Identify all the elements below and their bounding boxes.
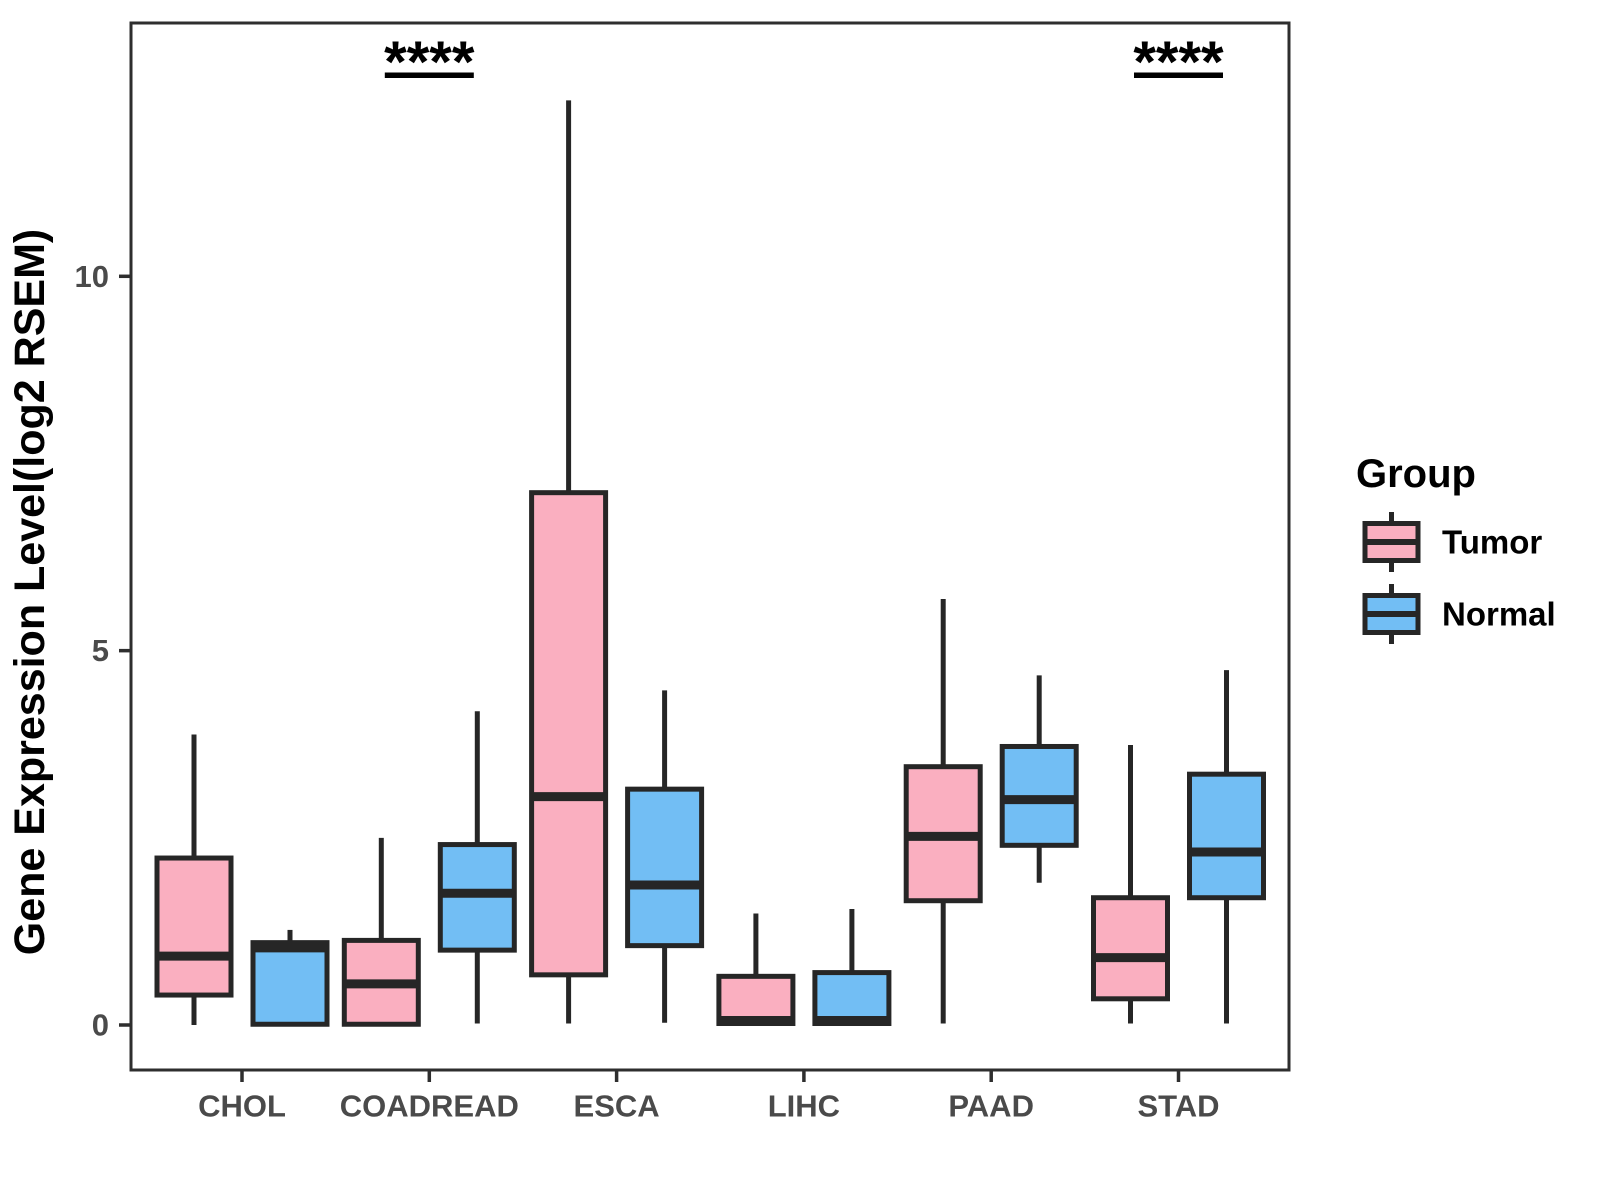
box-normal-esca (625, 690, 705, 1023)
iqr-box (625, 786, 705, 949)
iqr-box (1187, 771, 1266, 901)
iqr-box (812, 970, 892, 1027)
box-tumor-stad (1091, 744, 1170, 1024)
box-tumor-paad (903, 598, 983, 1024)
box-normal-paad (999, 675, 1079, 883)
box-normal-chol (250, 929, 330, 1027)
significance-stars: **** (384, 30, 475, 95)
iqr-box (154, 855, 234, 998)
y-tick-label: 10 (75, 259, 109, 294)
y-tick-label: 5 (92, 633, 109, 668)
x-tick-label-chol: CHOL (198, 1089, 286, 1124)
significance-coadread: **** (384, 30, 475, 95)
significance-stad: **** (1133, 30, 1224, 95)
box-tumor-coadread (341, 837, 421, 1027)
x-tick-label-stad: STAD (1137, 1089, 1219, 1124)
legend: Group Tumor Normal (1356, 452, 1556, 644)
box-tumor-esca (529, 100, 609, 1024)
legend-title: Group (1356, 452, 1476, 496)
x-tick-label-paad: PAAD (948, 1089, 1034, 1124)
box-tumor-chol (154, 734, 234, 1025)
box-normal-stad (1187, 670, 1266, 1024)
iqr-box (250, 940, 330, 1027)
box-normal-lihc (812, 908, 892, 1027)
iqr-box (529, 490, 609, 978)
y-tick-label: 0 (92, 1008, 109, 1043)
significance-underline (384, 72, 474, 78)
x-tick-label-coadread: COADREAD (340, 1089, 519, 1124)
box-normal-coadread (437, 711, 517, 1024)
significance-underline (1134, 72, 1223, 78)
iqr-box (716, 973, 796, 1027)
legend-label: Tumor (1442, 524, 1542, 561)
iqr-box (1091, 895, 1170, 1002)
y-axis-title: Gene Expression Level(log2 RSEM) (6, 229, 54, 955)
x-tick-label-esca: ESCA (574, 1089, 660, 1124)
legend-item-tumor: Tumor (1362, 512, 1542, 572)
legend-label: Normal (1442, 596, 1556, 633)
legend-item-normal: Normal (1362, 584, 1556, 644)
significance-stars: **** (1133, 30, 1224, 95)
box-tumor-lihc (716, 913, 796, 1027)
x-tick-label-lihc: LIHC (768, 1089, 840, 1124)
